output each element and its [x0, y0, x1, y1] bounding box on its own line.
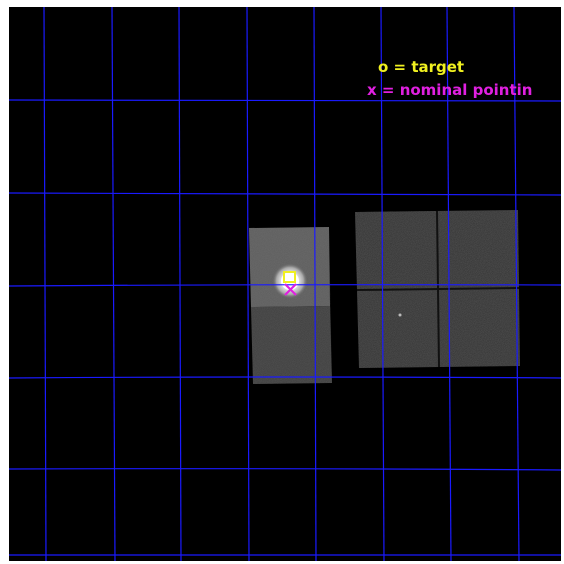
grid-line — [9, 468, 561, 471]
detector-right — [355, 210, 520, 368]
chip-gap-horizontal — [356, 287, 520, 291]
grid-line — [9, 192, 561, 196]
grid-line — [513, 7, 520, 561]
sky-image-frame: o = target x = nominal pointin — [9, 7, 561, 561]
square-marker-icon — [283, 271, 296, 283]
sky-image — [9, 7, 561, 561]
x-marker-icon — [284, 283, 297, 296]
grid-line — [111, 7, 116, 561]
grid-line — [43, 7, 47, 561]
detector-left — [249, 227, 332, 384]
grid-line — [9, 99, 561, 102]
grid-line — [446, 7, 452, 561]
grid-line — [246, 7, 250, 561]
grid-line — [178, 7, 182, 561]
legend-pointing-label: x = nominal pointin — [367, 81, 533, 99]
legend-target-label: o = target — [378, 58, 465, 76]
grid-line — [9, 376, 561, 379]
coordinate-grid — [9, 7, 561, 561]
